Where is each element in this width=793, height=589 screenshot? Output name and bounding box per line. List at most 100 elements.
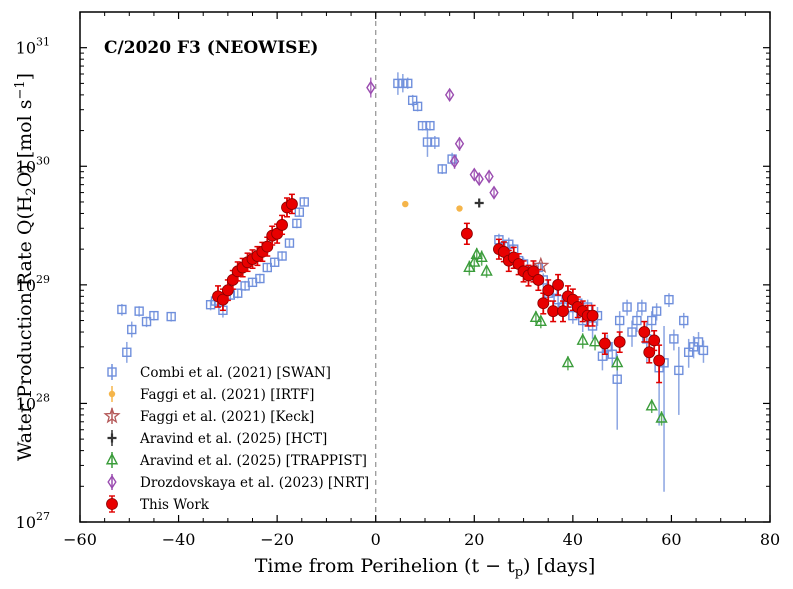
data-marks [117,72,709,492]
x-tick-label: −40 [162,530,196,549]
x-axis-label: Time from Perihelion (t − tp) [days] [255,555,596,580]
data-point [449,154,460,169]
data-point [469,167,479,182]
data-point [674,365,684,376]
series-diamond-open [366,77,499,200]
data-point [622,302,632,312]
y-axis-label: Water Production Rate Q(H2O) [mol s−1] [13,73,39,461]
data-point [233,288,243,298]
legend-label: Combi et al. (2021) [SWAN] [140,365,331,381]
series-triangle-open [463,247,668,426]
data-point [475,250,488,262]
data-point [412,101,423,112]
legend-marker [107,433,117,443]
data-point [655,410,668,423]
data-point [489,185,499,200]
data-point [537,297,550,310]
data-point [269,257,280,267]
data-point [221,284,234,297]
data-point [653,354,666,367]
data-point [277,251,287,261]
data-point [127,324,137,335]
x-tick-label: −60 [63,530,97,549]
data-point [474,171,484,187]
data-point [529,310,543,322]
data-point [480,264,493,276]
data-point [454,136,465,151]
data-point [586,309,599,322]
data-point [484,169,494,184]
data-point [547,305,560,318]
x-tick-label: −20 [260,530,294,549]
data-point [149,310,159,321]
data-point [597,351,608,361]
data-point [645,398,658,411]
legend-label: Aravind et al. (2025) [HCT] [139,431,327,447]
chart-title: C/2020 F3 (NEOWISE) [104,38,318,58]
data-point [651,306,662,316]
data-point [407,95,418,106]
legend-label: Drozdovskaya et al. (2023) [NRT] [140,475,369,491]
data-point [613,336,626,348]
data-point [542,284,555,297]
data-point [688,342,699,352]
data-point [568,310,578,321]
data-point [664,294,674,305]
data-point [669,334,679,344]
data-point [693,337,704,347]
series-circle-filled [212,193,666,384]
data-point [647,315,657,326]
x-tick-label: 0 [371,530,381,549]
data-point [643,346,656,359]
data-point [299,197,309,207]
data-point [402,200,409,208]
data-point [425,120,435,131]
legend: Combi et al. (2021) [SWAN] Faggi et al. (… [103,364,369,513]
legend-marker [108,390,116,398]
legend-label: Faggi et al. (2021) [Keck] [140,409,314,425]
data-point [632,315,642,326]
legend-marker [106,498,118,510]
data-point [292,218,302,229]
data-point [504,239,514,249]
data-point [294,207,305,217]
data-point [614,315,625,326]
data-point [366,80,376,95]
x-tick-label: 40 [563,530,583,549]
data-point [612,374,622,384]
data-point [117,304,127,315]
data-point [460,227,473,240]
legend-marker [103,406,121,424]
series-square-open [117,72,709,492]
data-point [141,316,152,327]
series-circle-small [402,200,463,212]
data-point [474,198,484,208]
data-point [470,247,483,260]
data-point [679,315,689,326]
y-tick-label: 1031 [16,36,50,58]
legend-label: This Work [140,497,210,513]
data-point [437,164,447,174]
data-point [284,238,295,248]
data-point [611,355,624,368]
data-point [166,311,176,322]
data-point [532,256,550,274]
data-point [534,314,547,327]
data-point [627,327,637,337]
data-point [637,302,647,312]
data-point [262,262,272,273]
x-tick-label: 80 [760,530,780,549]
data-point [430,137,440,147]
data-point [561,355,575,368]
data-point [683,347,694,357]
data-point [403,78,413,89]
legend-marker [107,474,117,490]
legend-marker [105,452,119,465]
x-tick-label: 20 [464,530,484,549]
plot-area [117,12,709,522]
data-point [598,337,611,350]
data-point [286,198,298,210]
data-point [607,349,617,359]
data-point [532,274,545,286]
legend-label: Aravind et al. (2025) [TRAPPIST] [139,453,367,469]
